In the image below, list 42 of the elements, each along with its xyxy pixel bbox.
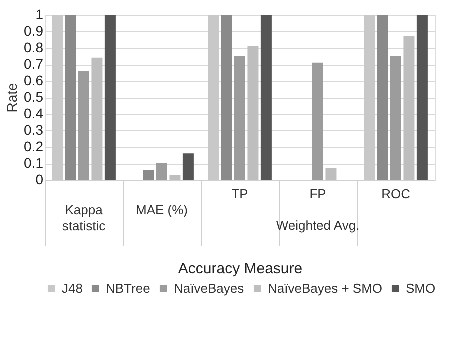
bar <box>248 46 259 180</box>
bar <box>170 175 181 180</box>
bar <box>416 15 428 180</box>
bar <box>78 71 90 180</box>
legend-label: SMO <box>406 280 436 296</box>
bar <box>65 15 76 180</box>
legend-label: NBTree <box>106 280 150 296</box>
bar <box>143 170 154 180</box>
y-tick-label: 0.6 <box>24 72 44 88</box>
y-tick-label: 1 <box>36 6 44 22</box>
y-tick-label: 0.8 <box>24 40 44 56</box>
x-axis-title: Accuracy Measure <box>178 260 303 278</box>
bar <box>326 168 337 180</box>
y-tick-label: 0 <box>36 172 44 188</box>
bar <box>156 164 168 180</box>
y-tick-label: 0.2 <box>24 138 44 154</box>
bar <box>234 56 246 180</box>
y-tick-label: 0.7 <box>24 56 44 72</box>
y-tick-label: 0.3 <box>24 122 44 138</box>
bar <box>390 56 402 180</box>
y-tick-label: 0.1 <box>24 155 44 171</box>
bar <box>182 154 194 180</box>
legend-label: NaïveBayes <box>174 280 245 296</box>
legend-label: NaïveBayes + SMO <box>268 280 383 296</box>
y-tick-label: 0.5 <box>24 89 44 105</box>
x-tick-label: FP <box>310 186 326 202</box>
x-tick-label: MAE (%) <box>136 202 188 218</box>
x-tick-label: ROC <box>382 186 410 202</box>
bar <box>104 15 116 180</box>
y-tick-label: 0.4 <box>24 106 44 122</box>
y-axis-title: Rate <box>4 83 20 113</box>
text: Weighted Avg. <box>276 218 360 233</box>
bar <box>221 15 232 180</box>
bar <box>312 62 324 180</box>
bar <box>260 15 272 180</box>
bar <box>92 58 103 180</box>
legend-label: J48 <box>62 280 83 296</box>
bar <box>377 15 388 180</box>
x-tick-label: TP <box>232 186 248 202</box>
bar <box>404 36 415 180</box>
x-tick-label: Kappa statistic <box>62 202 106 234</box>
y-tick-label: 0.9 <box>24 23 44 39</box>
